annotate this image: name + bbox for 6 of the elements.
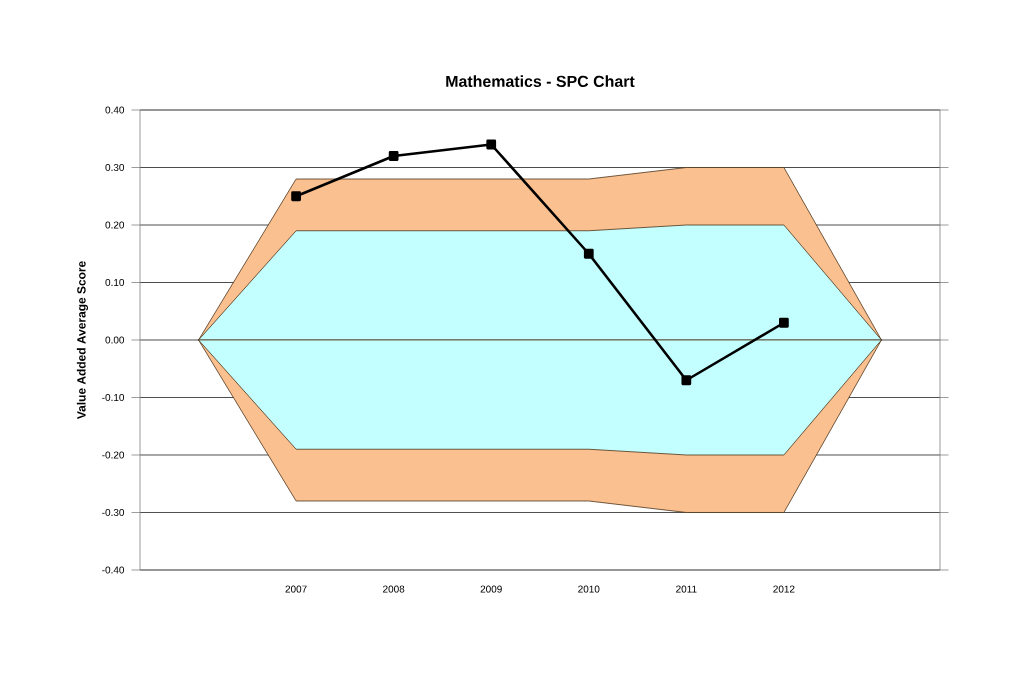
point	[583, 248, 594, 259]
point	[388, 151, 399, 161]
point	[291, 191, 301, 202]
point	[681, 375, 692, 386]
point	[486, 139, 497, 150]
point	[779, 317, 789, 328]
